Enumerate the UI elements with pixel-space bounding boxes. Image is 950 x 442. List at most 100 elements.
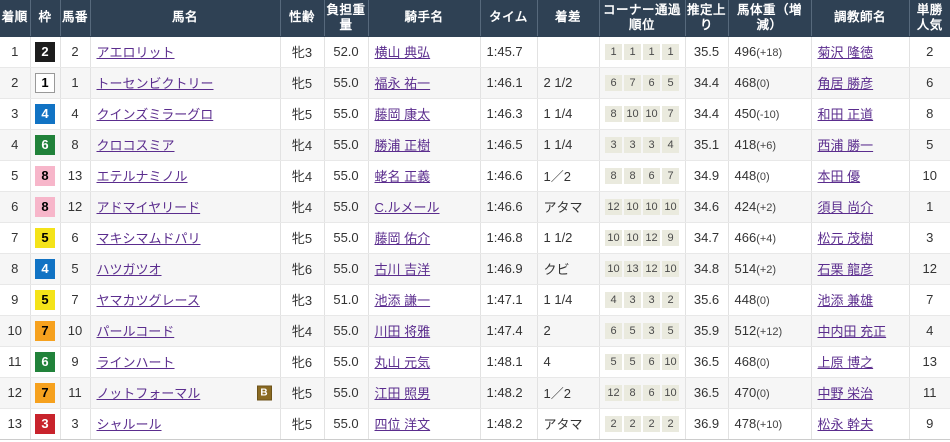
cell-umaban: 8 bbox=[60, 129, 91, 161]
corner-position-chip: 6 bbox=[643, 384, 660, 401]
cell-trainer: 中内田 充正 bbox=[811, 315, 910, 347]
cell-horse-name: ラインハート bbox=[90, 346, 281, 378]
cell-umaban: 3 bbox=[60, 408, 91, 440]
cell-waku: 2 bbox=[30, 36, 61, 68]
cell-time: 1:48.1 bbox=[480, 346, 538, 378]
corner-position-chip: 3 bbox=[605, 136, 622, 153]
cell-bataiju: 424(+2) bbox=[728, 191, 812, 223]
jockey-name-link[interactable]: 横山 典弘 bbox=[374, 45, 431, 60]
cell-ninki: 3 bbox=[909, 222, 950, 254]
horse-name-link[interactable]: マキシマムドパリ bbox=[96, 231, 201, 246]
corner-position-chip: 10 bbox=[662, 198, 679, 215]
cell-horse-name: パールコード bbox=[90, 315, 281, 347]
trainer-name-link[interactable]: 松元 茂樹 bbox=[817, 231, 874, 246]
corner-position-chip: 5 bbox=[662, 74, 679, 91]
horse-name-link[interactable]: クインズミラーグロ bbox=[96, 107, 214, 122]
trainer-name-link[interactable]: 本田 優 bbox=[817, 169, 861, 184]
cell-margin: アタマ bbox=[537, 408, 600, 440]
waku-color-badge: 7 bbox=[35, 382, 55, 403]
horse-name-link[interactable]: クロコスミア bbox=[96, 138, 175, 153]
table-row: 7 5 6 マキシマムドパリ 牝5 55.0 藤岡 佑介 1:46.8 1 1/2 10 10 12 9… bbox=[0, 222, 950, 254]
horse-name-link[interactable]: ラインハート bbox=[96, 355, 175, 370]
bataiju-delta: (+4) bbox=[756, 233, 777, 245]
cell-ninki: 4 bbox=[909, 315, 950, 347]
horse-name-link[interactable]: シャルール bbox=[96, 417, 162, 432]
trainer-name-link[interactable]: 中野 栄治 bbox=[817, 386, 874, 401]
bataiju-value: 512 bbox=[734, 323, 757, 338]
cell-weight: 55.0 bbox=[324, 377, 369, 409]
jockey-name-link[interactable]: 藤岡 康太 bbox=[374, 107, 431, 122]
cell-corner-positions: 10 13 12 10 bbox=[599, 253, 686, 285]
cell-weight: 52.0 bbox=[324, 36, 369, 68]
horse-name-link[interactable]: トーセンビクトリー bbox=[96, 76, 214, 91]
jockey-name-link[interactable]: 古川 吉洋 bbox=[374, 262, 431, 277]
trainer-name-link[interactable]: 須貝 尚介 bbox=[817, 200, 874, 215]
jockey-name-link[interactable]: 蛯名 正義 bbox=[374, 169, 431, 184]
jockey-name-link[interactable]: 勝浦 正樹 bbox=[374, 138, 431, 153]
cell-weight: 55.0 bbox=[324, 129, 369, 161]
jockey-name-link[interactable]: 藤岡 佑介 bbox=[374, 231, 431, 246]
bataiju-delta: (0) bbox=[756, 78, 770, 90]
trainer-name-link[interactable]: 池添 兼雄 bbox=[817, 293, 874, 308]
cell-ninki: 7 bbox=[909, 284, 950, 316]
trainer-name-link[interactable]: 石栗 龍彦 bbox=[817, 262, 874, 277]
cell-sex-age: 牝3 bbox=[280, 284, 325, 316]
jockey-name-link[interactable]: 川田 将雅 bbox=[374, 324, 431, 339]
jockey-name-link[interactable]: 池添 謙一 bbox=[374, 293, 431, 308]
cell-time: 1:45.7 bbox=[480, 36, 538, 68]
table-body: 1 2 2 アエロリット 牝3 52.0 横山 典弘 1:45.7 1 1 1 1 35.5 496(+1… bbox=[0, 36, 950, 440]
cell-weight: 55.0 bbox=[324, 253, 369, 285]
waku-color-badge: 8 bbox=[35, 196, 55, 217]
bataiju-value: 450 bbox=[734, 106, 757, 121]
horse-name-link[interactable]: ヤマカツグレース bbox=[96, 293, 200, 308]
jockey-name-link[interactable]: 丸山 元気 bbox=[374, 355, 431, 370]
corner-position-chip: 10 bbox=[605, 229, 622, 246]
cell-time: 1:46.5 bbox=[480, 129, 538, 161]
trainer-name-link[interactable]: 和田 正道 bbox=[817, 107, 874, 122]
cell-sex-age: 牝4 bbox=[280, 160, 325, 192]
cell-ninki: 11 bbox=[909, 377, 950, 409]
trainer-name-link[interactable]: 松永 幹夫 bbox=[817, 417, 874, 432]
trainer-name-link[interactable]: 西浦 勝一 bbox=[817, 138, 874, 153]
column-header-trainer: 調教師名 bbox=[811, 0, 910, 37]
cell-waku: 4 bbox=[30, 253, 61, 285]
cell-trainer: 和田 正道 bbox=[811, 98, 910, 130]
cell-agari: 36.9 bbox=[685, 408, 729, 440]
horse-name-link[interactable]: ハツガツオ bbox=[96, 262, 162, 277]
corner-position-chip: 8 bbox=[624, 384, 641, 401]
waku-color-badge: 4 bbox=[35, 258, 55, 279]
cell-horse-name: アドマイヤリード bbox=[90, 191, 281, 223]
trainer-name-link[interactable]: 菊沢 隆徳 bbox=[817, 45, 874, 60]
jockey-name-link[interactable]: 江田 照男 bbox=[374, 386, 431, 401]
jockey-name-link[interactable]: 四位 洋文 bbox=[374, 417, 431, 432]
horse-name-link[interactable]: アエロリット bbox=[96, 45, 175, 60]
horse-name-link[interactable]: アドマイヤリード bbox=[96, 200, 201, 215]
trainer-name-link[interactable]: 角居 勝彦 bbox=[817, 76, 874, 91]
cell-bataiju: 466(+4) bbox=[728, 222, 812, 254]
horse-name-link[interactable]: ノットフォーマル bbox=[96, 386, 201, 401]
cell-horse-name: ノットフォーマル B bbox=[90, 377, 281, 409]
cell-sex-age: 牝5 bbox=[280, 377, 325, 409]
cell-horse-name: マキシマムドパリ bbox=[90, 222, 281, 254]
horse-name-link[interactable]: エテルナミノル bbox=[96, 169, 188, 184]
bataiju-delta: (+2) bbox=[756, 264, 777, 276]
trainer-name-link[interactable]: 上原 博之 bbox=[817, 355, 874, 370]
cell-sex-age: 牝5 bbox=[280, 67, 325, 99]
waku-color-badge: 2 bbox=[35, 41, 55, 62]
trainer-name-link[interactable]: 中内田 充正 bbox=[817, 324, 887, 339]
cell-trainer: 松永 幹夫 bbox=[811, 408, 910, 440]
horse-name-link[interactable]: パールコード bbox=[96, 324, 175, 339]
table-row: 12 7 11 ノットフォーマル B 牝5 55.0 江田 照男 1:48.2 1／2 12 8 6 10… bbox=[0, 377, 950, 409]
jockey-name-link[interactable]: 福永 祐一 bbox=[374, 76, 431, 91]
corner-position-chip: 6 bbox=[643, 353, 660, 370]
cell-agari: 36.5 bbox=[685, 377, 729, 409]
cell-jockey: 丸山 元気 bbox=[368, 346, 481, 378]
cell-rank: 11 bbox=[0, 346, 31, 378]
waku-color-badge: 6 bbox=[35, 134, 55, 155]
jockey-name-link[interactable]: C.ルメール bbox=[374, 200, 440, 215]
corner-position-chip: 12 bbox=[643, 260, 660, 277]
corner-position-chip: 10 bbox=[605, 260, 622, 277]
table-header: 着順 枠 馬番 馬名 性齢 負担重量 騎手名 タイム 着差 コーナー通過順位 推… bbox=[0, 0, 950, 37]
corner-position-chip: 1 bbox=[605, 43, 622, 60]
